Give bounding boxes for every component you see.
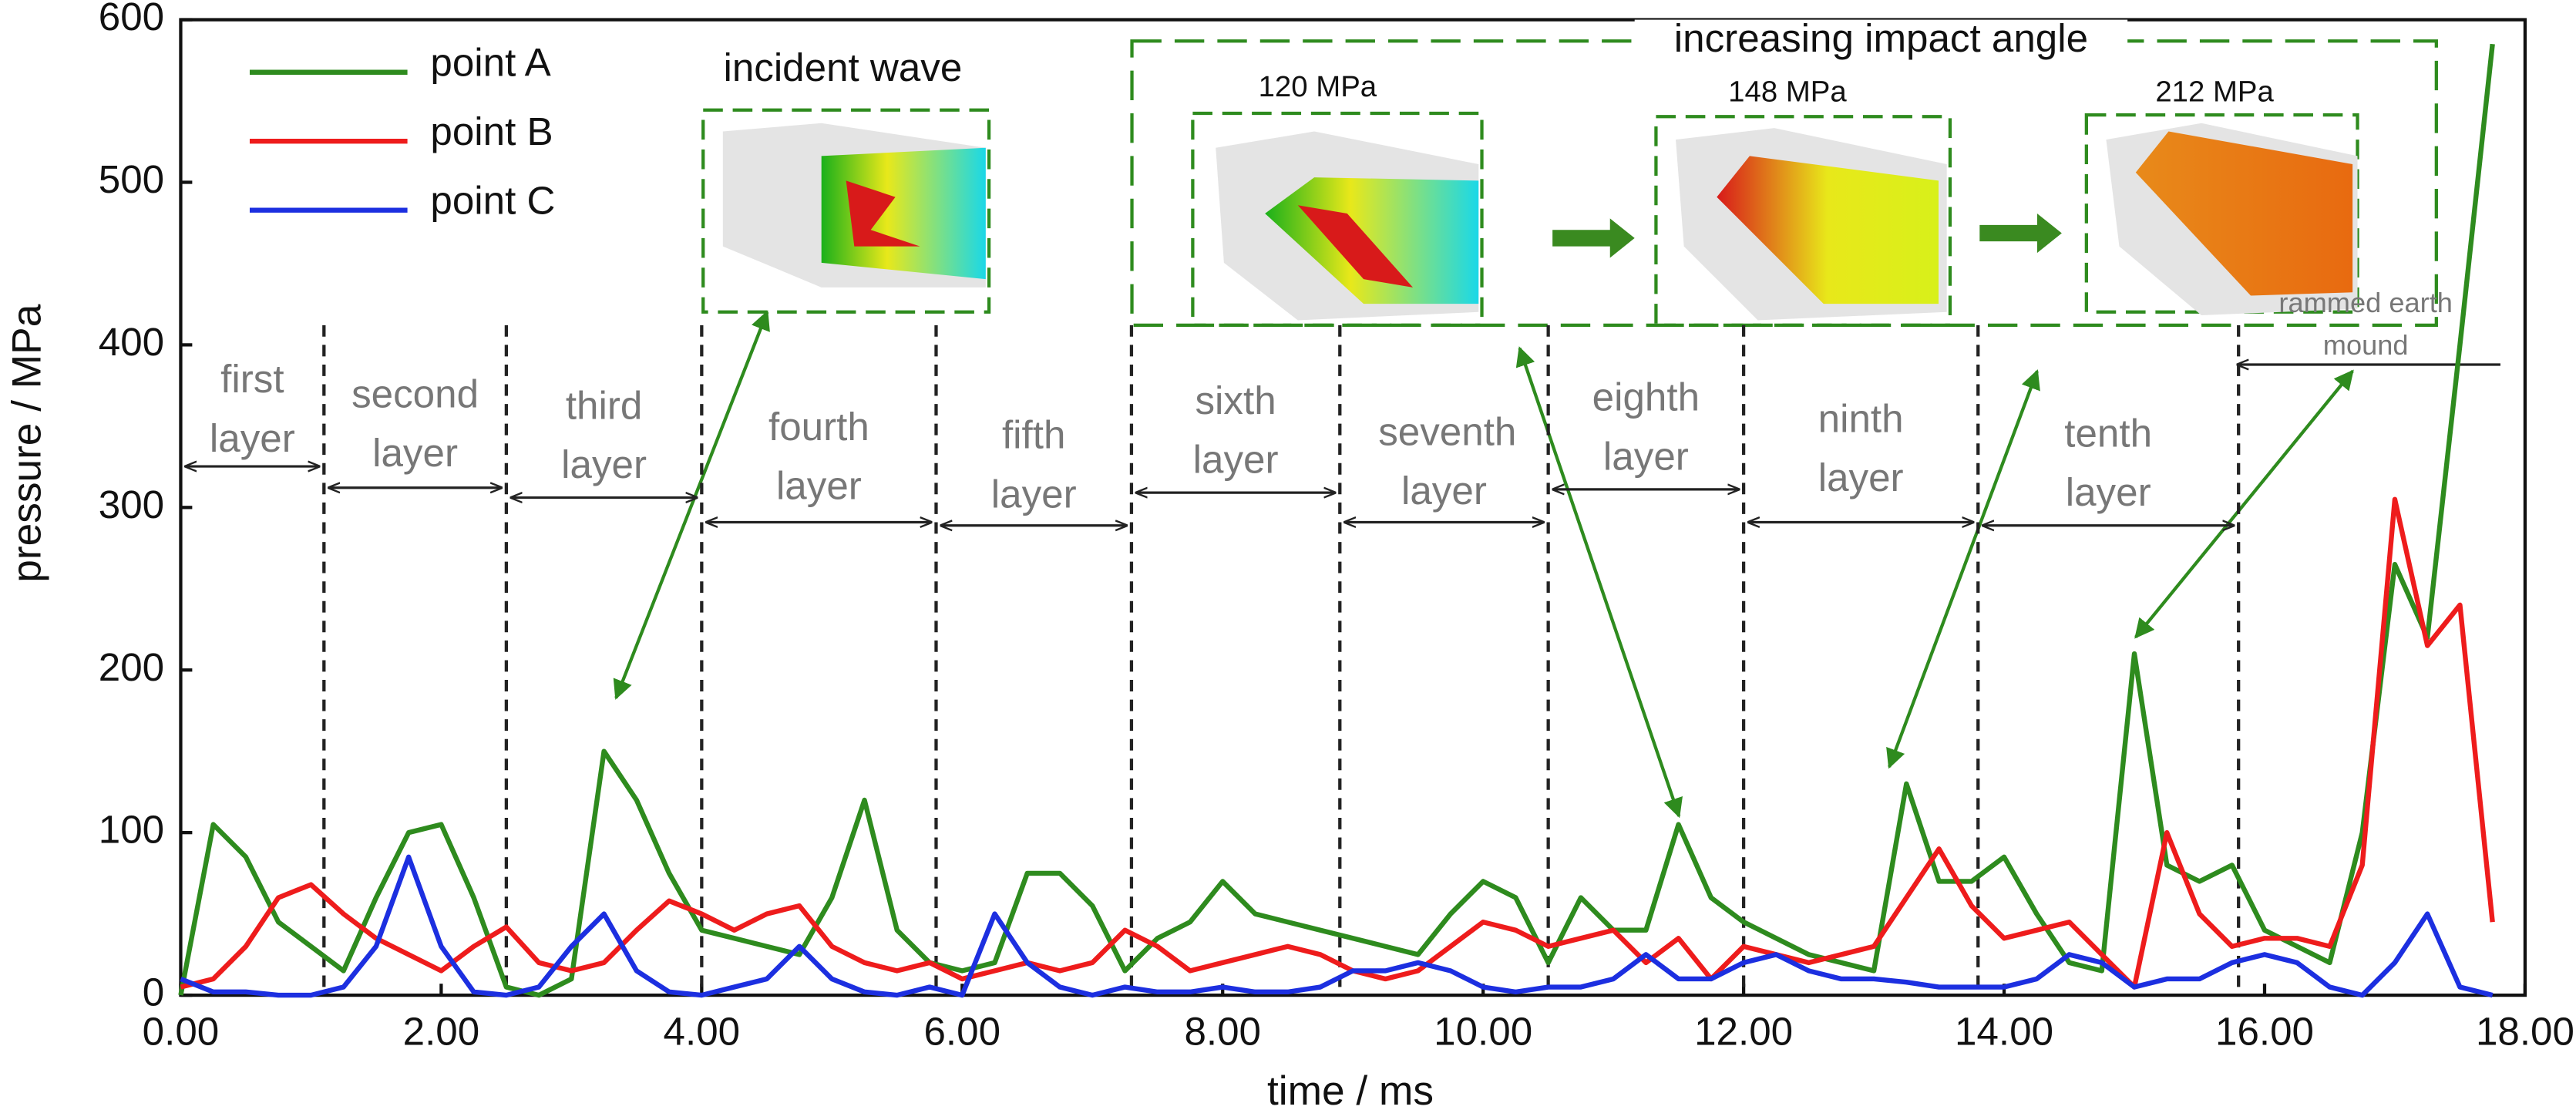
layer-label-box: sixth layer <box>1192 379 1279 483</box>
layer-label-box: first layer <box>209 358 295 462</box>
layer-label: tenth layer <box>2064 412 2153 516</box>
inset-label: 212 MPa <box>2155 76 2274 109</box>
layer-label: ninth layer <box>1818 397 1904 501</box>
block-arrow <box>1552 218 1635 258</box>
inset-label: 148 MPa <box>1728 76 1847 109</box>
layer-label: sixth layer <box>1192 379 1279 483</box>
block-arrow <box>1979 213 2062 254</box>
pointer-arrow <box>2134 369 2354 639</box>
y-tick-label: 600 <box>99 0 164 39</box>
y-tick-label: 400 <box>99 320 164 364</box>
inset-color <box>1297 205 1413 288</box>
x-tick-label: 0.00 <box>143 1010 220 1054</box>
inset-box <box>1654 115 1952 327</box>
mound-label: rammed earth mound <box>2278 287 2453 362</box>
layer-label-box: fifth layer <box>990 413 1077 518</box>
layer-label: fourth layer <box>768 405 869 510</box>
pointer-arrow <box>1886 369 2040 769</box>
layer-label: fifth layer <box>990 413 1077 518</box>
x-tick-label: 4.00 <box>664 1010 741 1054</box>
series-line <box>178 43 2495 998</box>
inset-color <box>821 147 986 280</box>
layer-label: seventh layer <box>1378 410 1517 514</box>
inset-color <box>2135 131 2353 296</box>
inset-label: 120 MPa <box>1259 70 1377 103</box>
inset-box <box>1191 111 1484 327</box>
mound-label-box: rammed earth mound <box>2278 287 2453 362</box>
y-tick-label: 100 <box>99 808 164 852</box>
insets <box>613 39 2500 819</box>
x-tick-label: 10.00 <box>1434 1010 1532 1054</box>
incident-label: incident wave <box>723 45 962 89</box>
layer-label-box: second layer <box>351 372 479 476</box>
layer-label: second layer <box>351 372 479 476</box>
title-mask <box>1634 19 2128 66</box>
layer-label-box: third layer <box>561 384 647 488</box>
x-axis-label: time / ms <box>1267 1068 1434 1114</box>
layer-label-box: tenth layer <box>2064 412 2153 516</box>
x-tick-label: 14.00 <box>1955 1010 2053 1054</box>
x-tick-label: 16.00 <box>2215 1010 2314 1054</box>
impact-label: increasing impact angle <box>1674 16 2088 60</box>
layer-label-box: ninth layer <box>1818 397 1904 501</box>
legend-label: point B <box>430 109 553 153</box>
series-line <box>180 496 2495 990</box>
x-tick-label: 18.00 <box>2476 1010 2574 1054</box>
inset-color <box>846 180 920 247</box>
x-tick-label: 8.00 <box>1184 1010 1261 1054</box>
layer-label-box: fourth layer <box>768 405 869 510</box>
y-tick-label: 300 <box>99 483 164 526</box>
x-tick-label: 12.00 <box>1694 1010 1793 1054</box>
layer-label-box: eighth layer <box>1592 375 1700 480</box>
y-tick-label: 0 <box>143 970 164 1014</box>
pointer-arrow <box>613 310 770 700</box>
layer-label: first layer <box>209 358 295 462</box>
y-tick-label: 500 <box>99 157 164 201</box>
layer-label-box: seventh layer <box>1378 410 1517 514</box>
x-tick-label: 6.00 <box>924 1010 1001 1054</box>
layer-label: eighth layer <box>1592 375 1700 480</box>
legend-label: point A <box>430 41 550 85</box>
inset-box <box>701 108 991 314</box>
y-tick-label: 200 <box>99 645 164 689</box>
layer-label: third layer <box>561 384 647 488</box>
inset-color <box>1717 156 1939 304</box>
y-axis-label: pressure / MPa <box>4 304 49 582</box>
series-line <box>180 854 2494 998</box>
x-tick-label: 2.00 <box>403 1010 480 1054</box>
pointer-arrow <box>1515 346 1683 819</box>
legend-label: point C <box>430 179 555 223</box>
